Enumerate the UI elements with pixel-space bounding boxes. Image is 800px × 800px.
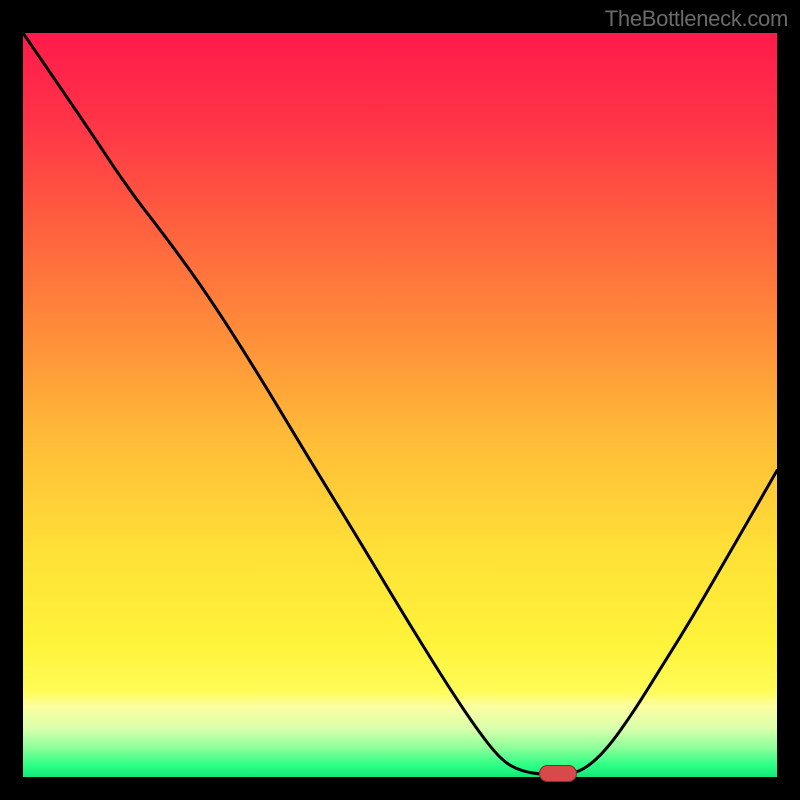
watermark-text: TheBottleneck.com	[605, 6, 788, 32]
optimal-marker	[539, 765, 577, 782]
gradient-and-curve	[23, 33, 777, 777]
chart-area	[23, 33, 777, 777]
